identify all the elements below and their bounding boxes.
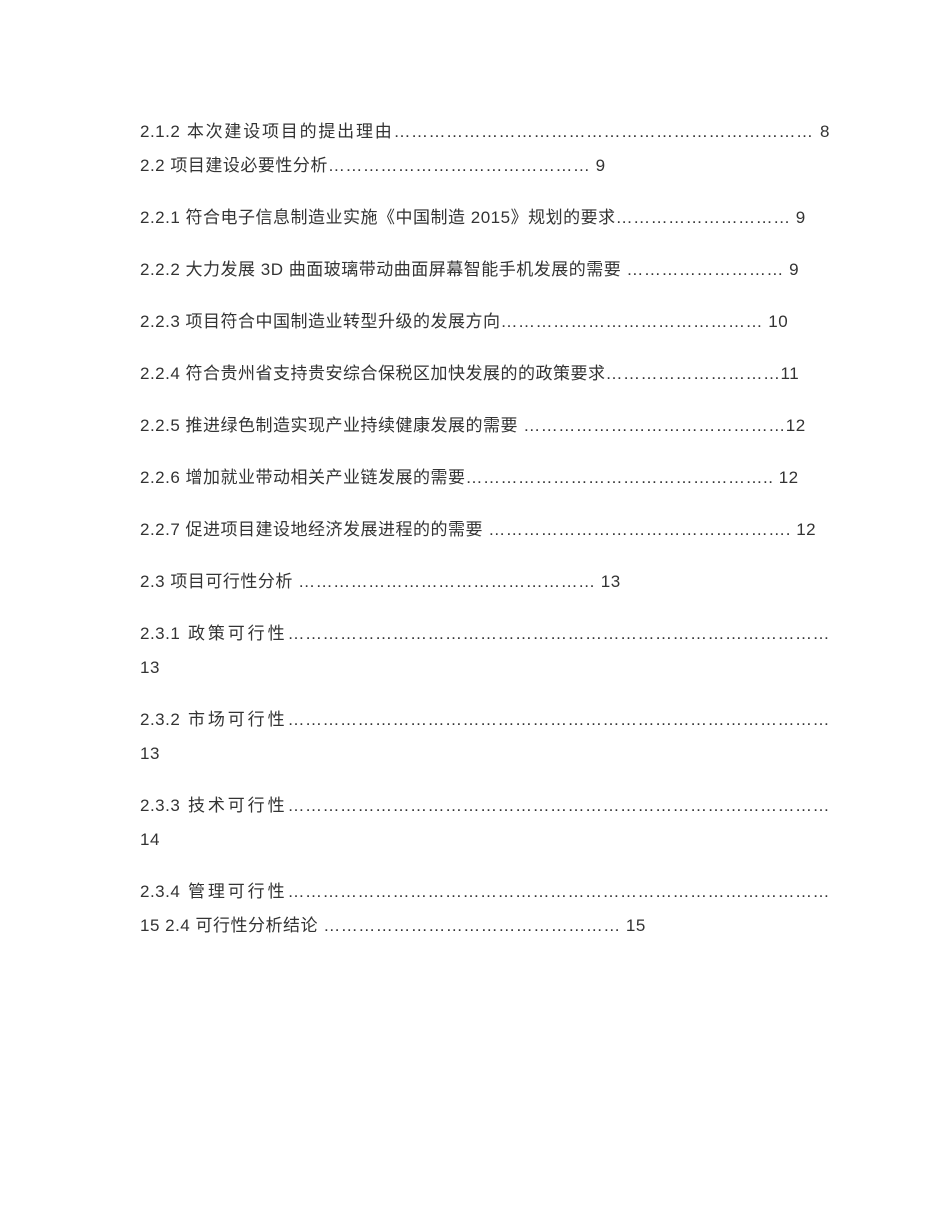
toc-entry: 2.3.1 政策可行性……………………………………………………………………………… — [140, 617, 830, 685]
toc-entry: 2.2.1 符合电子信息制造业实施《中国制造 2015》规划的要求…………………… — [140, 201, 830, 235]
toc-entry: 2.3 项目可行性分析 …………………………………………… 13 — [140, 565, 830, 599]
toc-container: 2.1.2 本次建设项目的提出理由……………………………………………………………… — [140, 115, 830, 943]
toc-entry: 2.3.2 市场可行性……………………………………………………………………………… — [140, 703, 830, 771]
toc-entry: 2.3.3 技术可行性……………………………………………………………………………… — [140, 789, 830, 857]
toc-entry: 2.2.2 大力发展 3D 曲面玻璃带动曲面屏幕智能手机发展的需要 ………………… — [140, 253, 830, 287]
toc-entry: 2.1.2 本次建设项目的提出理由……………………………………………………………… — [140, 115, 830, 183]
toc-entry: 2.2.3 项目符合中国制造业转型升级的发展方向……………………………………… … — [140, 305, 830, 339]
toc-entry: 2.2.7 促进项目建设地经济发展进程的的需要 …………………………………………… — [140, 513, 830, 547]
toc-entry: 2.2.4 符合贵州省支持贵安综合保税区加快发展的的政策要求…………………………… — [140, 357, 830, 391]
toc-entry: 2.3.4 管理可行性……………………………………………………………………………… — [140, 875, 830, 943]
toc-entry: 2.2.5 推进绿色制造实现产业持续健康发展的需要 ……………………………………… — [140, 409, 830, 443]
toc-entry: 2.2.6 增加就业带动相关产业链发展的需要…………………………………………….… — [140, 461, 830, 495]
